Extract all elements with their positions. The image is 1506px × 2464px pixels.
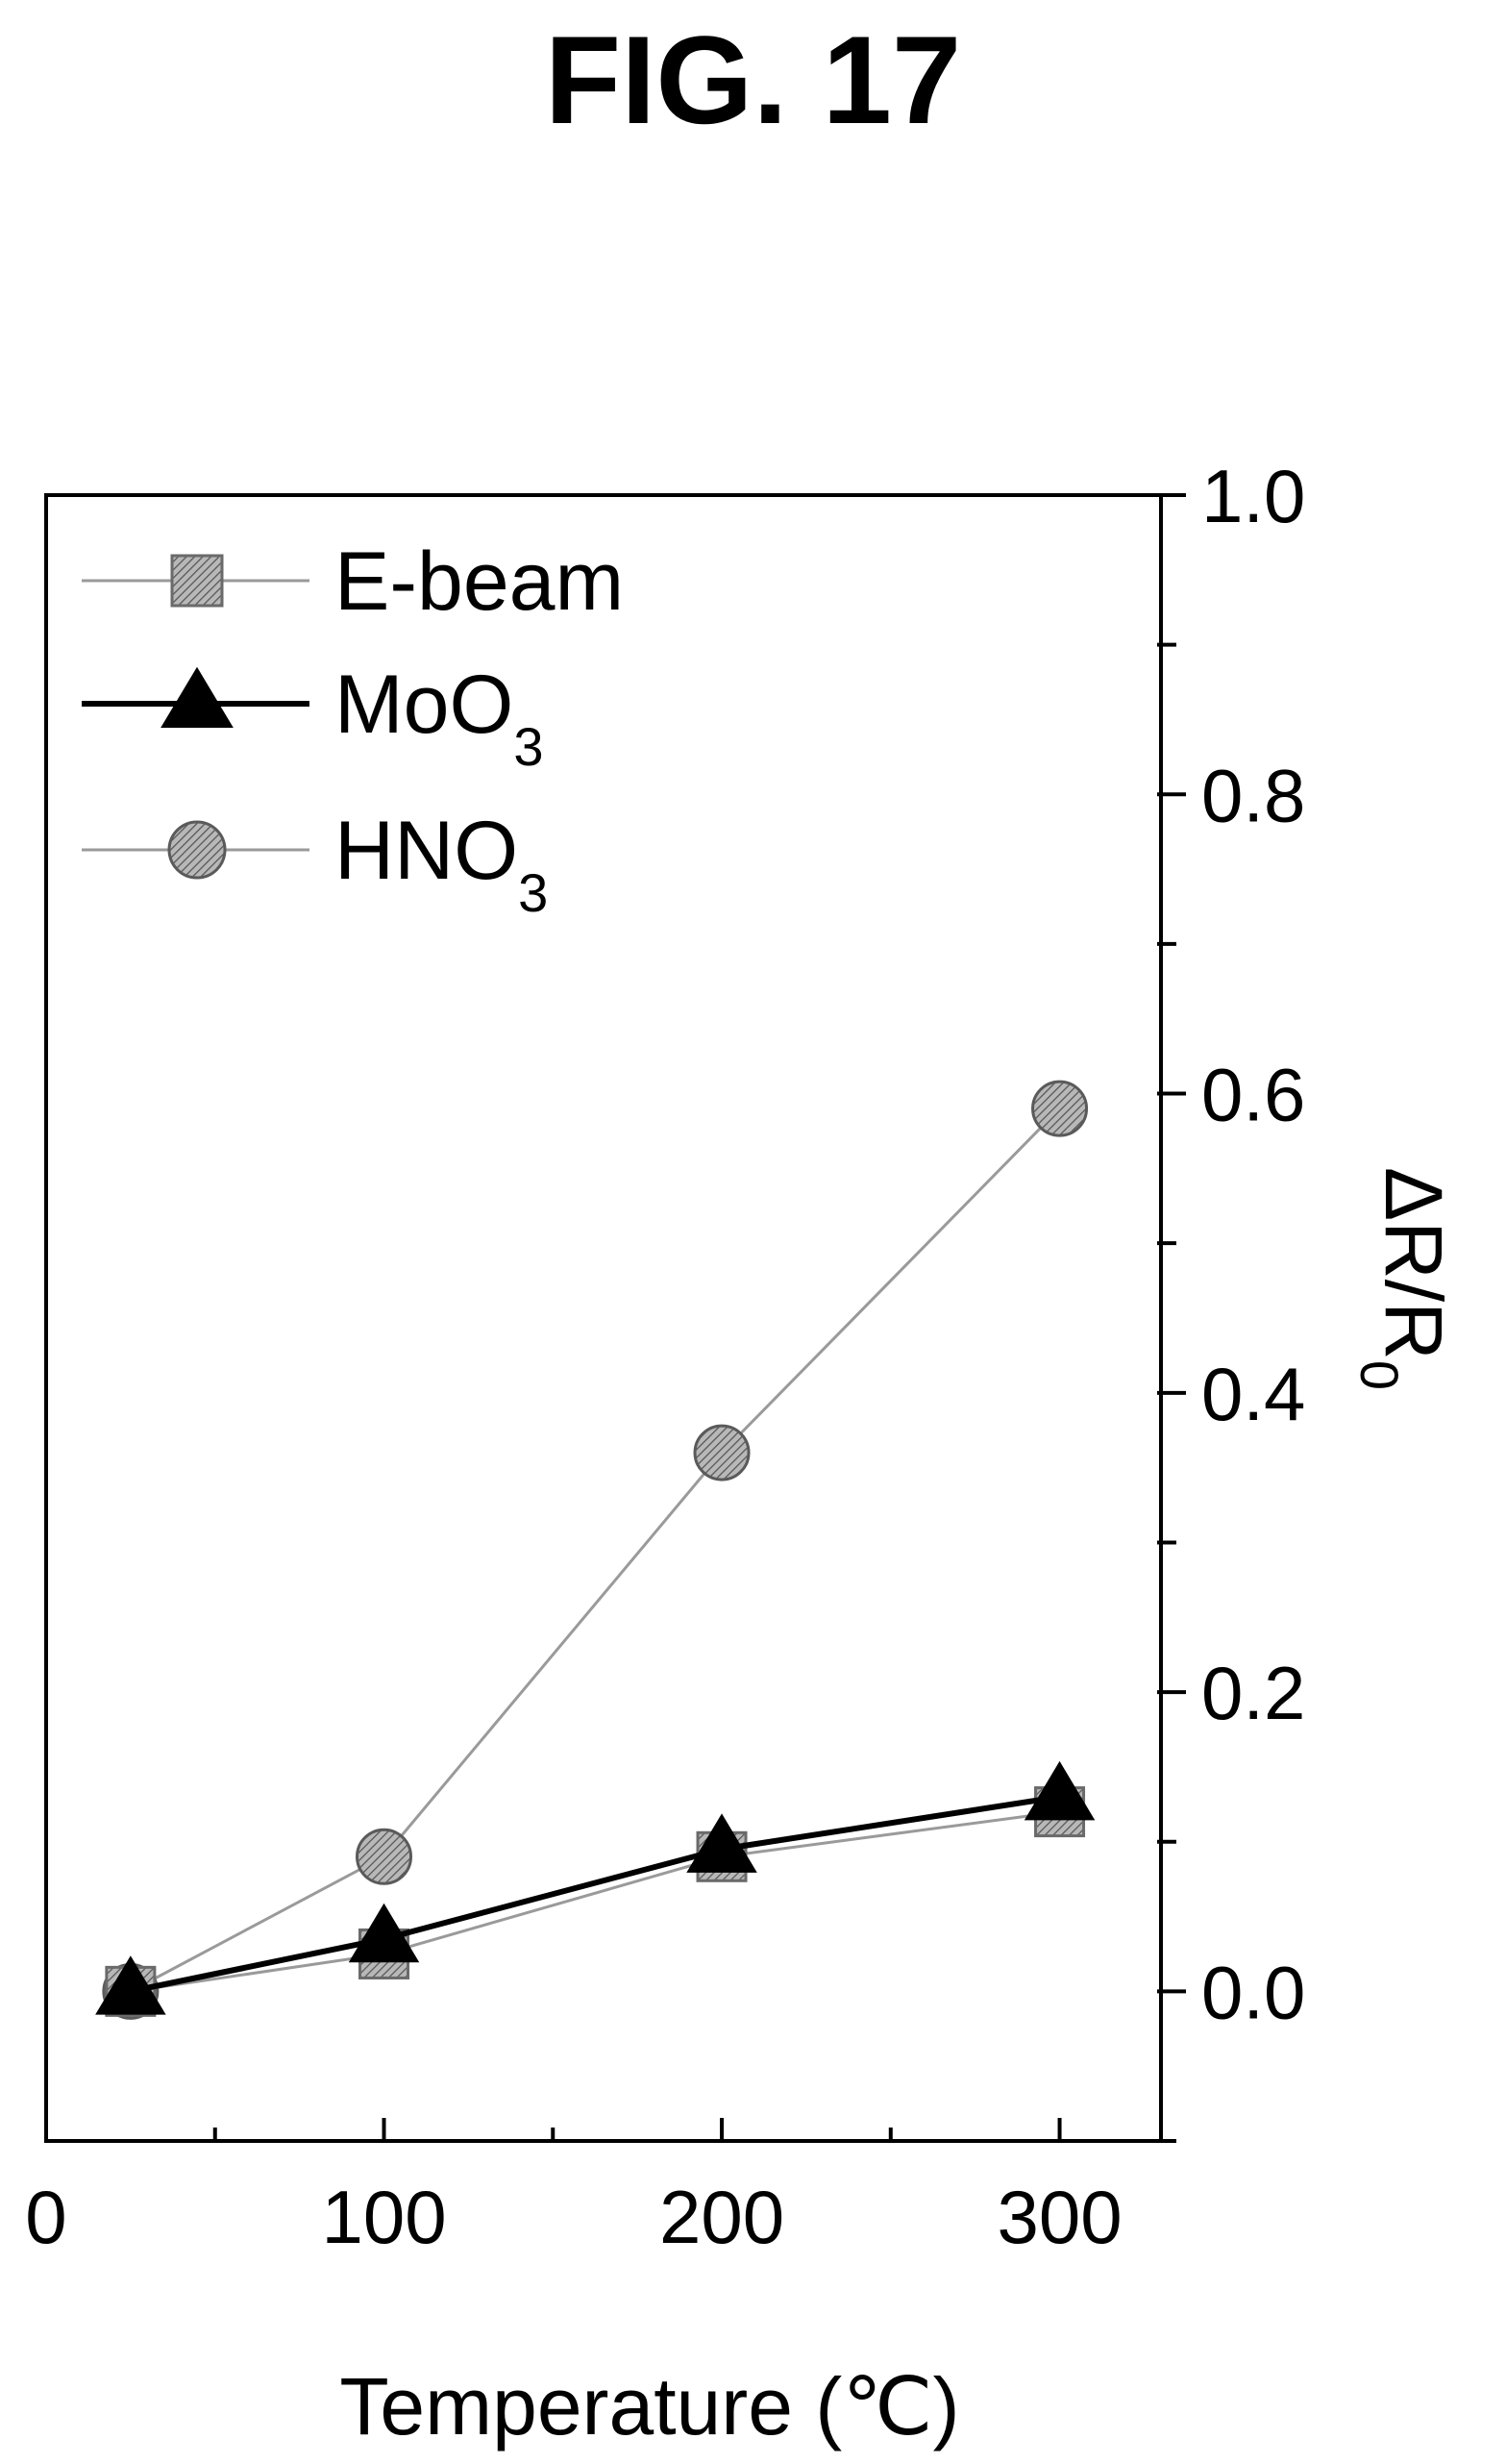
x-tick-label-0: 0 xyxy=(25,2175,66,2259)
x-tick-label-100: 100 xyxy=(321,2175,446,2259)
legend-label-subscript-hno3: 3 xyxy=(518,862,548,923)
x-tick-label-300: 300 xyxy=(997,2175,1122,2259)
data-point-moo3-200 xyxy=(686,1813,757,1873)
legend-label-e-beam: E-beam xyxy=(334,535,624,628)
legend-label-subscript-moo3: 3 xyxy=(513,716,543,777)
data-point-hno3-300 xyxy=(1031,1080,1089,1137)
y-tick-label-0.6: 0.6 xyxy=(1201,1053,1305,1137)
legend-marker-moo3 xyxy=(160,666,234,729)
y-axis-title-subscript: 0 xyxy=(1349,1360,1410,1390)
legend-marker-hno3 xyxy=(167,820,227,880)
y-axis: 0.0 0.2 0.4 0.6 0.8 1.0 xyxy=(1157,454,1305,2143)
x-tick-label-200: 200 xyxy=(659,2175,784,2259)
x-axis-title: Temperature (℃) xyxy=(339,2361,959,2452)
y-tick-label-1.0: 1.0 xyxy=(1201,454,1305,538)
y-tick-label-0.0: 0.0 xyxy=(1201,1950,1305,2034)
data-point-moo3-100 xyxy=(348,1903,420,1963)
series-line-moo3 xyxy=(130,1794,1061,1995)
y-axis-title: ΔR/R0 xyxy=(1349,1167,1459,1390)
x-axis: 0 100 200 300 xyxy=(25,2118,1123,2259)
series-line-e-beam xyxy=(130,1810,1060,1993)
legend-label-main-hno3: HNO xyxy=(334,805,518,897)
data-point-hno3-200 xyxy=(693,1424,751,1481)
legend-label-hno3: HNO3 xyxy=(334,805,548,923)
y-tick-label-0.4: 0.4 xyxy=(1201,1352,1305,1436)
data-point-moo3-25 xyxy=(95,1955,166,2015)
series-line-hno3 xyxy=(130,1108,1061,1993)
y-axis-title-main: ΔR/R xyxy=(1369,1167,1459,1360)
data-point-hno3-100 xyxy=(356,1828,413,1885)
legend-label-main-e-beam: E-beam xyxy=(334,535,624,628)
y-tick-label-0.8: 0.8 xyxy=(1201,753,1305,837)
legend-label-moo3: MoO3 xyxy=(334,659,544,777)
legend-label-main-moo3: MoO xyxy=(334,659,513,751)
series-layer xyxy=(95,1080,1096,2020)
figure-title: FIG. 17 xyxy=(544,10,962,150)
plot-frame xyxy=(44,493,1163,2143)
y-tick-label-0.2: 0.2 xyxy=(1201,1651,1305,1735)
legend-marker-e-beam xyxy=(170,554,224,608)
data-point-moo3-300 xyxy=(1024,1760,1096,1821)
